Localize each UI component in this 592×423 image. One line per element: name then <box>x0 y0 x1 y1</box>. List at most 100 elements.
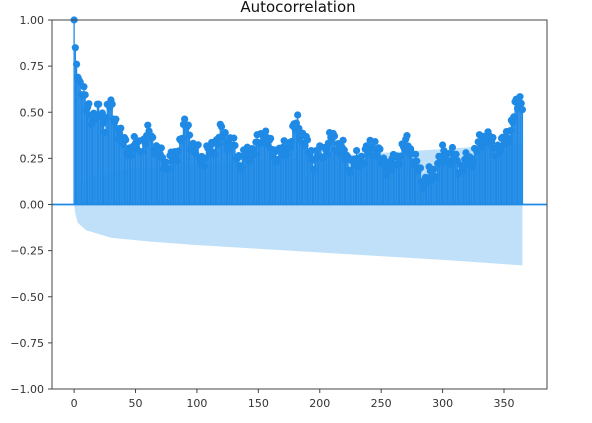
plot-area <box>52 16 547 266</box>
acf-point <box>371 137 379 146</box>
acf-point <box>301 142 309 150</box>
acf-point <box>452 150 460 158</box>
acf-point <box>283 151 291 160</box>
acf-point <box>194 141 202 149</box>
acf-point <box>99 119 108 127</box>
acf-point <box>506 127 514 135</box>
acf-point <box>178 134 186 142</box>
acf-point <box>71 44 79 52</box>
acf-point <box>200 162 208 170</box>
y-tick-label: 0.00 <box>20 199 45 212</box>
acf-point <box>81 91 89 99</box>
acf-point <box>373 152 382 160</box>
acf-point <box>310 165 318 173</box>
acf-point <box>403 132 411 140</box>
acf-point <box>473 148 481 156</box>
chart-title: Autocorrelation <box>240 0 355 16</box>
acf-point <box>397 152 405 160</box>
acf-point <box>387 166 395 175</box>
y-tick-label: −0.25 <box>10 245 44 258</box>
y-tick-label: −1.00 <box>10 383 44 396</box>
x-tick-label: 0 <box>71 397 78 410</box>
acf-markers <box>70 16 527 192</box>
x-tick-label: 250 <box>371 397 392 410</box>
acf-point <box>231 141 239 150</box>
axis-ticks: 0 50 100 150 200 250 300 350 −1.00 −0.75 −0.50 −0.2… <box>10 14 514 410</box>
acf-point <box>221 129 229 137</box>
acf-point <box>353 146 361 155</box>
acf-point <box>432 173 441 181</box>
acf-point <box>85 100 93 108</box>
acf-point <box>416 164 425 172</box>
acf-point <box>144 121 152 129</box>
acf-point <box>286 144 294 152</box>
acf-point <box>149 133 157 142</box>
acf-point <box>162 158 170 166</box>
acf-point <box>217 123 226 131</box>
acf-point <box>413 157 421 165</box>
acf-point <box>469 157 477 165</box>
acf-point <box>357 152 366 160</box>
y-tick-label: 0.25 <box>20 152 45 165</box>
acf-point <box>294 111 302 119</box>
x-tick-label: 50 <box>129 397 143 410</box>
acf-point <box>303 136 312 144</box>
acf-point <box>468 163 476 171</box>
acf-point <box>396 161 404 169</box>
x-tick-label: 300 <box>432 397 453 410</box>
acf-point <box>157 144 165 152</box>
acf-point <box>138 148 146 156</box>
acf-point <box>360 159 368 167</box>
acf-stems <box>73 20 524 205</box>
acf-point <box>95 100 103 108</box>
acf-point <box>287 137 296 146</box>
acf-point <box>210 150 218 159</box>
acf-point <box>496 146 504 154</box>
acf-point <box>128 151 136 160</box>
acf-point <box>505 138 513 147</box>
acf-point <box>130 133 138 141</box>
x-tick-label: 200 <box>309 397 330 410</box>
acf-point <box>117 124 125 132</box>
acf-point <box>251 150 259 159</box>
y-tick-label: −0.75 <box>10 337 44 350</box>
y-tick-label: 0.75 <box>20 60 45 73</box>
acf-point <box>330 132 339 140</box>
acf-point <box>181 115 189 123</box>
x-tick-label: 350 <box>494 397 515 410</box>
acf-point <box>72 60 81 68</box>
acf-point <box>430 165 438 173</box>
acf-point <box>446 160 454 168</box>
acf-point <box>510 113 518 121</box>
acf-point <box>323 150 331 159</box>
acf-point <box>112 115 120 123</box>
acf-point <box>516 93 524 101</box>
y-tick-label: −0.50 <box>10 291 44 304</box>
acf-point <box>237 165 245 173</box>
acf-point <box>380 154 388 162</box>
acf-point <box>489 133 497 142</box>
acf-point <box>141 140 149 148</box>
acf-point <box>173 157 181 165</box>
acf-point <box>376 145 384 153</box>
acf-point <box>230 134 238 142</box>
acf-point <box>382 172 390 180</box>
acf-point <box>214 141 222 149</box>
acf-point <box>517 99 525 107</box>
acf-point <box>185 131 194 139</box>
y-tick-label: 0.50 <box>20 106 45 119</box>
acf-point <box>292 119 301 127</box>
acf-point <box>87 120 95 129</box>
x-tick-label: 150 <box>248 397 269 410</box>
acf-point <box>448 143 457 152</box>
acf-point <box>80 83 88 91</box>
acf-point <box>184 121 192 129</box>
acf-point <box>267 134 275 143</box>
y-tick-label: 1.00 <box>20 14 45 27</box>
acf-point <box>108 100 116 108</box>
acf-point <box>411 150 420 158</box>
acf-point <box>459 167 468 175</box>
acf-point <box>122 136 130 144</box>
acf-point <box>438 141 447 149</box>
